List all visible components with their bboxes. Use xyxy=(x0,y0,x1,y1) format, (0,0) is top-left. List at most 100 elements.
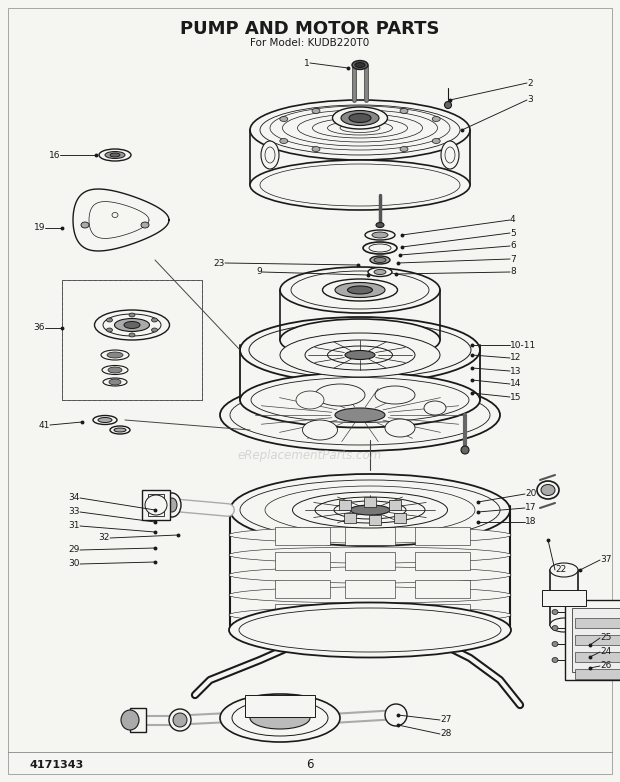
Text: 15: 15 xyxy=(510,393,521,401)
Ellipse shape xyxy=(163,493,181,517)
Bar xyxy=(364,497,376,507)
Ellipse shape xyxy=(350,505,390,515)
Ellipse shape xyxy=(105,152,125,159)
Text: 26: 26 xyxy=(600,662,611,670)
Ellipse shape xyxy=(315,384,365,406)
Bar xyxy=(369,515,381,525)
Ellipse shape xyxy=(145,495,167,515)
Ellipse shape xyxy=(240,372,480,428)
Text: For Model: KUDB220T0: For Model: KUDB220T0 xyxy=(250,38,370,48)
Ellipse shape xyxy=(101,350,129,360)
Ellipse shape xyxy=(103,314,161,336)
Bar xyxy=(542,590,586,606)
Bar xyxy=(415,527,470,545)
Text: 37: 37 xyxy=(600,555,611,565)
Ellipse shape xyxy=(369,244,391,252)
Ellipse shape xyxy=(270,106,450,150)
Text: 27: 27 xyxy=(440,716,451,724)
Ellipse shape xyxy=(312,109,320,113)
Ellipse shape xyxy=(99,149,131,161)
Ellipse shape xyxy=(280,319,440,361)
Bar xyxy=(344,513,356,523)
Ellipse shape xyxy=(169,709,191,731)
Ellipse shape xyxy=(445,147,455,163)
Text: 14: 14 xyxy=(510,379,521,389)
Text: 32: 32 xyxy=(99,533,110,543)
Text: PUMP AND MOTOR PARTS: PUMP AND MOTOR PARTS xyxy=(180,20,440,38)
Ellipse shape xyxy=(432,138,440,144)
Ellipse shape xyxy=(110,426,130,434)
Bar xyxy=(275,552,330,570)
Ellipse shape xyxy=(445,102,451,109)
Ellipse shape xyxy=(332,107,388,129)
Ellipse shape xyxy=(93,415,117,425)
Bar xyxy=(62,280,202,400)
Ellipse shape xyxy=(355,63,365,67)
Ellipse shape xyxy=(312,118,407,138)
Ellipse shape xyxy=(291,271,429,309)
Ellipse shape xyxy=(341,110,379,125)
Ellipse shape xyxy=(114,428,126,432)
Text: 41: 41 xyxy=(38,421,50,429)
Text: 22: 22 xyxy=(555,565,566,575)
Ellipse shape xyxy=(129,313,135,317)
Ellipse shape xyxy=(107,352,123,358)
Ellipse shape xyxy=(349,113,371,123)
Ellipse shape xyxy=(312,146,320,152)
Bar xyxy=(148,494,164,516)
Bar xyxy=(575,652,620,662)
Text: 7: 7 xyxy=(510,254,516,264)
Ellipse shape xyxy=(239,608,501,652)
Ellipse shape xyxy=(260,105,460,155)
Text: 8: 8 xyxy=(510,267,516,277)
Bar xyxy=(575,618,620,628)
Bar xyxy=(275,527,330,545)
Bar xyxy=(345,552,395,570)
Bar xyxy=(142,490,170,520)
Ellipse shape xyxy=(400,109,408,113)
Ellipse shape xyxy=(327,121,392,135)
Text: 28: 28 xyxy=(440,730,451,738)
Ellipse shape xyxy=(280,267,440,313)
Text: 18: 18 xyxy=(525,518,536,526)
Text: 17: 17 xyxy=(525,504,536,512)
Text: 24: 24 xyxy=(600,647,611,657)
Text: 6: 6 xyxy=(510,242,516,250)
Ellipse shape xyxy=(327,346,392,364)
Text: 31: 31 xyxy=(68,522,80,530)
Text: 36: 36 xyxy=(33,324,45,332)
Ellipse shape xyxy=(103,378,127,386)
Text: 4: 4 xyxy=(510,216,516,224)
Ellipse shape xyxy=(374,270,386,274)
Ellipse shape xyxy=(432,117,440,121)
Ellipse shape xyxy=(363,242,397,254)
Ellipse shape xyxy=(298,114,422,142)
Text: 12: 12 xyxy=(510,353,521,363)
Ellipse shape xyxy=(537,481,559,499)
Ellipse shape xyxy=(230,385,490,445)
Text: 13: 13 xyxy=(510,367,521,375)
Ellipse shape xyxy=(552,609,558,615)
Ellipse shape xyxy=(368,267,392,277)
Text: 23: 23 xyxy=(214,259,225,267)
Ellipse shape xyxy=(81,222,89,228)
Ellipse shape xyxy=(424,401,446,415)
Text: 34: 34 xyxy=(69,493,80,503)
Ellipse shape xyxy=(229,602,511,658)
Ellipse shape xyxy=(115,318,149,332)
Bar xyxy=(415,580,470,598)
Ellipse shape xyxy=(173,713,187,727)
Ellipse shape xyxy=(232,700,328,736)
Ellipse shape xyxy=(283,110,438,146)
Ellipse shape xyxy=(280,117,288,121)
Ellipse shape xyxy=(250,707,310,729)
Ellipse shape xyxy=(552,641,558,647)
Ellipse shape xyxy=(334,501,406,519)
Ellipse shape xyxy=(229,567,511,583)
Bar xyxy=(415,552,470,570)
Bar xyxy=(415,604,470,622)
Ellipse shape xyxy=(112,213,118,217)
Ellipse shape xyxy=(552,626,558,630)
Text: 9: 9 xyxy=(256,267,262,277)
Bar xyxy=(345,527,395,545)
